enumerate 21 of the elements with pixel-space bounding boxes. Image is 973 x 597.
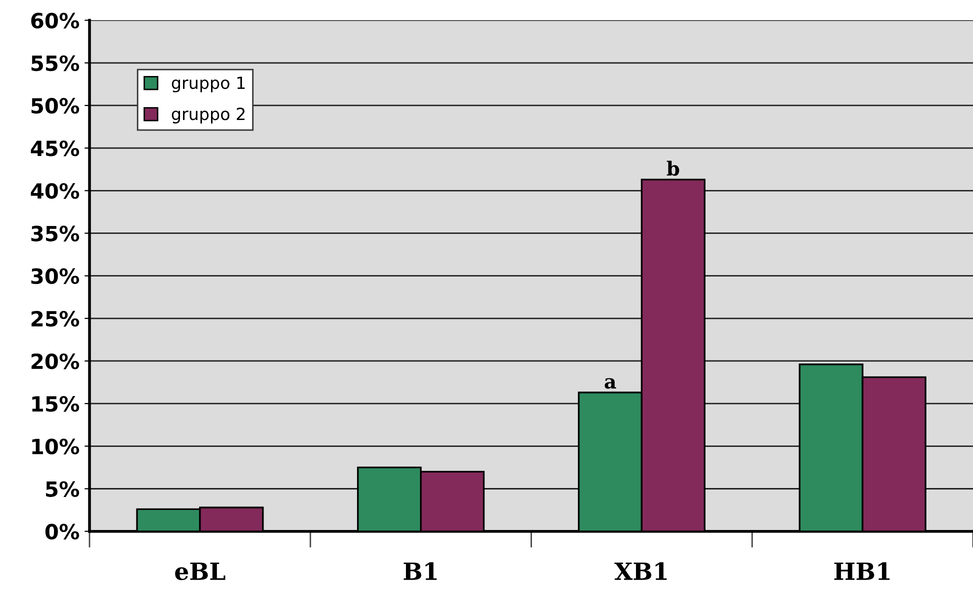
y-tick-label: 15% — [32, 396, 80, 412]
annotation: a — [604, 378, 616, 389]
y-tick-label: 45% — [30, 140, 80, 156]
y-tick-label: 5% — [46, 481, 80, 497]
annotation: b — [666, 160, 680, 176]
y-tick-label: 50% — [32, 98, 80, 114]
y-tick-label: 20% — [32, 353, 80, 370]
x-tick-label: B1 — [404, 562, 437, 580]
y-tick-label: 30% — [31, 268, 80, 284]
y-tick-label: 55% — [32, 55, 80, 72]
y-tick-label: 25% — [32, 310, 80, 327]
y-tick-label: 60% — [31, 12, 80, 29]
y-tick-label: 0% — [45, 524, 80, 540]
y-tick-label: 35% — [31, 226, 80, 242]
x-tick-label: HB1 — [834, 562, 890, 580]
y-tick-label: 10% — [32, 438, 80, 454]
x-tick-label: eBL — [175, 562, 226, 580]
legend-label: gruppo 2 — [172, 108, 245, 124]
x-tick-label: XB1 — [614, 562, 667, 580]
legend-label: gruppo 1 — [172, 76, 245, 92]
y-tick-label: 40% — [30, 183, 80, 199]
